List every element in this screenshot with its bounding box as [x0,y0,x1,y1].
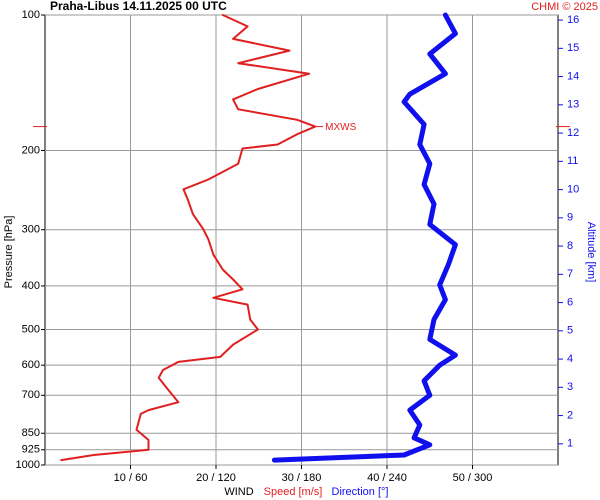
y2-tick-label: 3 [567,381,573,393]
legend-entry: Speed [m/s] [264,486,323,498]
y2-tick-label: 11 [567,155,578,167]
y2-tick-label: 1 [567,438,573,450]
direction-line [271,12,458,463]
y-tick-label: 1000 [16,459,40,471]
y2-tick-label: 2 [567,409,573,421]
y-axis-label: Pressure [hPa] [3,216,15,289]
chart-title: Praha-Libus 14.11.2025 00 UTC [50,0,227,13]
x-tick-label: 20 / 120 [196,472,236,484]
y2-tick-label: 8 [567,240,573,252]
speed-line [60,14,317,462]
credit: CHMI © 2025 [531,1,598,13]
y2-axis-label: Altitude [km] [585,222,597,283]
y2-tick-label: 5 [567,325,573,337]
y2-tick-label: 16 [567,14,579,26]
y2-tick-label: 10 [567,183,579,195]
x-tick-label: 30 / 180 [282,472,322,484]
y-tick-label: 200 [22,144,40,156]
y2-tick-label: 15 [567,42,579,54]
y-tick-label: 100 [22,9,40,21]
x-axis-label: WIND [224,486,253,498]
y2-tick-label: 12 [567,127,579,139]
y-tick-label: 600 [22,359,40,371]
y-tick-label: 400 [22,280,40,292]
y2-tick-label: 9 [567,212,573,224]
y-tick-label: 700 [22,389,40,401]
y-tick-label: 925 [22,444,40,456]
y2-tick-label: 4 [567,353,573,365]
legend-entry: Direction [°] [332,486,389,498]
y2-tick-label: 14 [567,70,579,82]
y2-tick-label: 7 [567,268,573,280]
y-tick-label: 300 [22,224,40,236]
y-tick-label: 850 [22,427,40,439]
y-tick-label: 500 [22,323,40,335]
mxws-label: MXWS [325,122,356,133]
x-tick-label: 40 / 240 [367,472,407,484]
x-tick-label: 50 / 300 [453,472,493,484]
x-tick-label: 10 / 60 [114,472,148,484]
y2-tick-label: 6 [567,296,573,308]
y2-tick-label: 13 [567,99,579,111]
